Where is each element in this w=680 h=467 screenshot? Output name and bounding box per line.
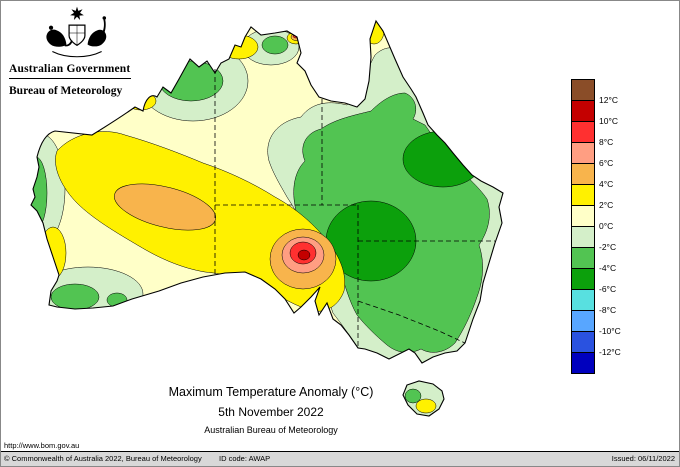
legend-cell-m6-m4 [572,269,594,290]
bureau-title: Bureau of Meteorology [9,85,123,97]
anomaly-blob-westcoast-green [31,156,48,230]
header: Australian Government Bureau of Meteorol… [9,5,159,97]
legend-cell-m4-m2 [572,248,594,269]
legend-label-m8: -8°C [599,305,617,315]
anomaly-blob-broome-yellow [125,91,157,111]
legend-cell-6-8 [572,143,594,164]
crest-scroll [52,51,102,58]
anomaly-blob-arnhem-green [261,35,289,55]
australia-anomaly-map [30,19,504,417]
anomaly-blob-kimberley-green [158,60,224,102]
footer-copyright: © Commonwealth of Australia 2022, Bureau… [4,454,202,463]
anomaly-blob-darwin-yellow [219,34,259,60]
legend-cell-4-6 [572,164,594,185]
emu-neck [102,19,106,33]
emu-icon [87,29,107,47]
legend-label-4: 4°C [599,179,614,189]
bom-url: http://www.bom.gov.au [4,441,80,450]
legend-cell-8-10 [572,122,594,143]
government-title: Australian Government [9,63,131,75]
legend-label-2: 2°C [599,200,614,210]
legend-cell-2-4 [572,185,594,206]
anomaly-blob-capeyork-yellow [363,21,385,45]
kangaroo-head [48,25,54,30]
header-divider [9,78,131,79]
tasmania-outline [402,380,445,417]
footer-id-code: ID code: AWAP [219,454,271,463]
legend-cell-m8-m6 [572,290,594,311]
emu-head [102,16,107,20]
coastline-outline [30,19,504,417]
legend-label-m12: -12°C [599,347,621,357]
legend: 12°C 10°C 8°C 6°C 4°C 2°C 0°C -2°C -4°C … [571,79,646,377]
legend-label-m10: -10°C [599,326,621,336]
anomaly-blob-southwest-green [50,283,100,311]
legend-cell-m2-0 [572,227,594,248]
anomaly-blob-tasmania-green [404,388,422,404]
shield-icon [68,24,86,47]
footer-bar: © Commonwealth of Australia 2022, Bureau… [1,451,679,466]
anomaly-blob-centralwa-orange [114,183,216,231]
legend-label-m6: -6°C [599,284,617,294]
legend-cell-below-m12 [572,353,594,373]
legend-label-0: 0°C [599,221,614,231]
border-nsw-vic [357,300,466,344]
anomaly-blob-centralqld-darkgreen [402,130,484,188]
commonwealth-star-icon [70,6,84,20]
kangaroo-tail [64,40,73,47]
footer-issued: Issued: 06/11/2022 [611,454,675,463]
anomaly-blob-westcoast-yellow [39,226,67,280]
legend-cell-10-12 [572,101,594,122]
legend-color-scale [571,79,595,374]
legend-label-m4: -4°C [599,263,617,273]
kangaroo-icon [46,29,67,47]
legend-cell-m10-m8 [572,311,594,332]
coat-of-arms-icon [46,6,107,58]
anomaly-blob-sa-darkred [297,249,311,261]
legend-label-10: 10°C [599,116,618,126]
legend-cell-m12-m10 [572,332,594,353]
legend-label-8: 8°C [599,137,614,147]
state-borders [214,69,495,349]
legend-label-12: 12°C [599,95,618,105]
legend-label-m2: -2°C [599,242,617,252]
mainland-outline [30,19,504,364]
legend-label-6: 6°C [599,158,614,168]
legend-cell-above-12 [572,80,594,101]
anomaly-blob-tasmania-yellow [415,398,437,414]
legend-cell-0-2 [572,206,594,227]
